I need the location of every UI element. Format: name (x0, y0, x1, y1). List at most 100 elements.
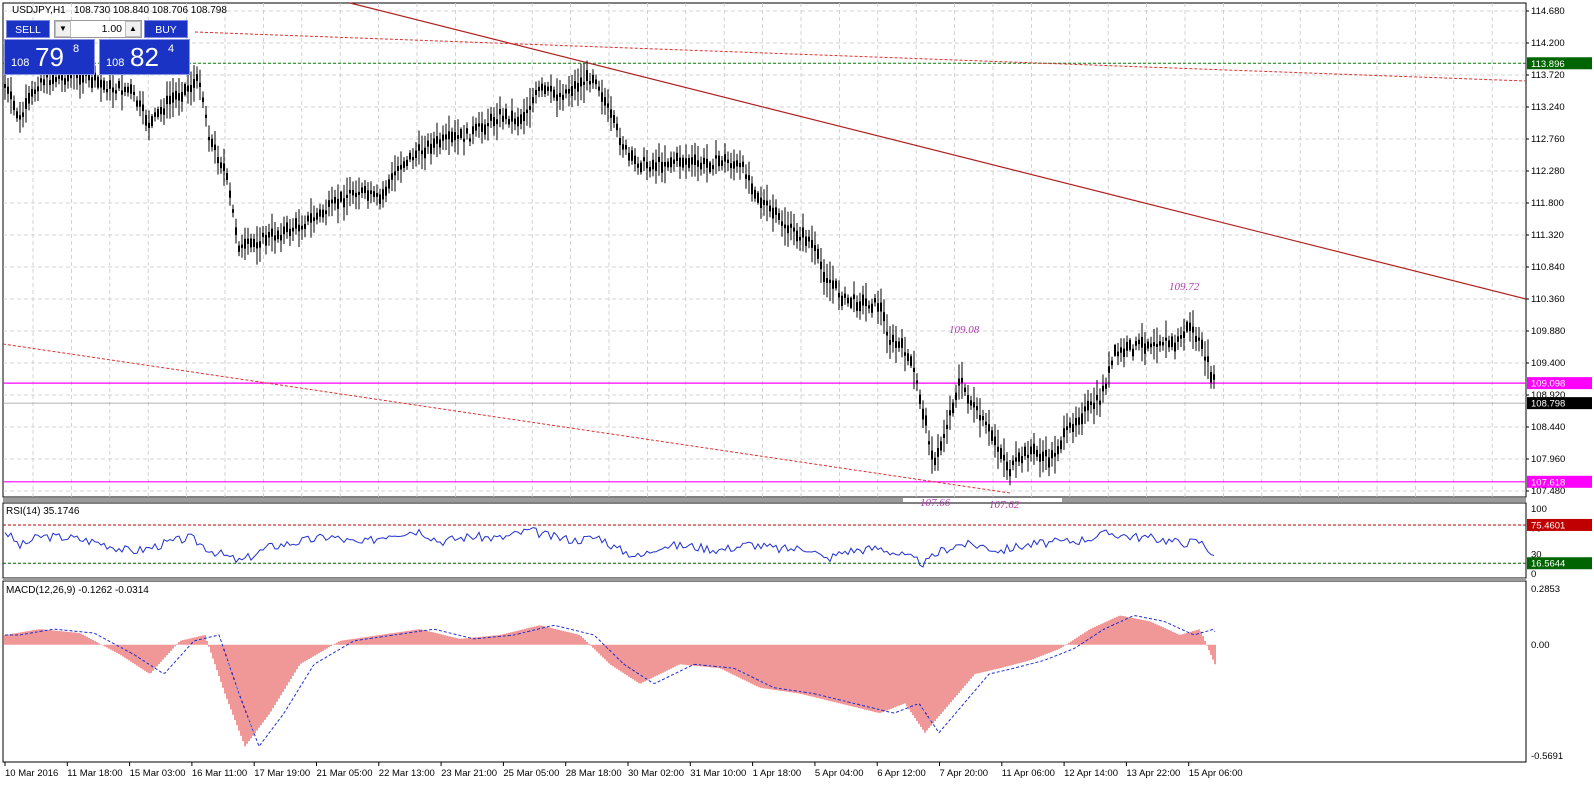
macd-tick-label: 0.2853 (1531, 584, 1560, 595)
price-bar-body (811, 239, 813, 248)
price-bar-body (760, 197, 762, 208)
price-bar-body (391, 173, 393, 180)
price-bar-body (1195, 336, 1197, 342)
price-bar-body (820, 261, 822, 270)
price-bar-body (121, 90, 123, 95)
price-bar-body (598, 86, 600, 91)
price-bar-body (1051, 450, 1053, 459)
price-bar-body (655, 162, 657, 171)
lot-size-stepper[interactable]: ▼ ▲ (54, 20, 142, 38)
sell-price-quote[interactable]: 108 79 8 (4, 39, 95, 75)
price-bar-body (610, 109, 612, 118)
buy-button[interactable]: BUY (144, 20, 188, 38)
price-bar-body (442, 134, 444, 141)
price-bar-body (271, 228, 273, 237)
price-bar-body (571, 86, 573, 97)
buy-price-quote[interactable]: 108 82 4 (99, 39, 190, 75)
price-bar-body (196, 74, 198, 81)
price-bar-body (637, 163, 639, 168)
lot-increase-button[interactable]: ▲ (125, 21, 141, 37)
rsi-tick-label: 100 (1531, 504, 1547, 515)
time-axis-label: 25 Mar 05:00 (503, 768, 559, 779)
price-bar-body (1093, 402, 1095, 410)
price-bar-body (1045, 450, 1047, 457)
price-bar-body (1174, 342, 1176, 352)
price-bar-body (451, 131, 453, 143)
trendline-resistance (349, 2, 1527, 300)
price-bar-body (574, 81, 576, 89)
price-bar-body (70, 73, 72, 79)
price-bar-body (1048, 457, 1050, 468)
price-bar-body (313, 217, 315, 221)
price-bar-body (790, 223, 792, 228)
price-bar-body (865, 298, 867, 307)
price-bar-body (1084, 406, 1086, 412)
price-bar-body (124, 86, 126, 93)
price-tick-label: 107.960 (1531, 454, 1565, 465)
price-bar-body (1120, 347, 1122, 353)
price-bar-body (1126, 341, 1128, 351)
price-bar-body (997, 446, 999, 452)
time-axis-label: 13 Apr 22:00 (1126, 768, 1180, 779)
price-bar-body (973, 402, 975, 408)
price-bar-body (868, 305, 870, 309)
price-bar-body (289, 228, 291, 237)
time-axis-label: 15 Mar 03:00 (130, 768, 186, 779)
price-bar-body (751, 183, 753, 195)
price-bar-body (190, 84, 192, 93)
price-bar-body (385, 186, 387, 196)
price-bar-body (1165, 337, 1167, 341)
price-bar-body (1036, 449, 1038, 457)
price-bar-body (1105, 383, 1107, 389)
sell-button[interactable]: SELL (6, 20, 50, 38)
price-bar-body (457, 135, 459, 139)
price-bar-body (487, 123, 489, 127)
price-bar-body (88, 71, 90, 81)
one-click-trading-panel: SELL ▼ ▲ BUY 108 79 8 108 82 4 (4, 19, 190, 75)
time-axis-label: 28 Mar 18:00 (566, 768, 622, 779)
pane-separator-left (3, 498, 903, 502)
price-bar-body (1207, 356, 1209, 363)
price-bar-body (1018, 452, 1020, 462)
price-bar-body (397, 166, 399, 171)
price-bar-body (640, 162, 642, 173)
buy-price-fraction: 4 (168, 43, 175, 55)
price-bar-body (937, 448, 939, 457)
rsi-plot (3, 524, 1526, 568)
price-bar-body (1201, 339, 1203, 349)
price-bar-body (892, 334, 894, 343)
price-bar-body (1102, 385, 1104, 392)
price-tick-label: 108.920 (1531, 390, 1565, 401)
time-axis-label: 31 Mar 10:00 (690, 768, 746, 779)
price-bar-body (880, 302, 882, 312)
price-bar-body (436, 136, 438, 144)
rsi-level-label: 16.5644 (1531, 559, 1565, 570)
price-bar-body (94, 72, 96, 81)
price-bar-body (25, 98, 27, 109)
rsi-pane-border (2, 502, 1527, 579)
price-bar-body (685, 158, 687, 165)
price-bar-body (808, 236, 810, 242)
price-bar-body (838, 292, 840, 298)
price-bar-body (700, 162, 702, 170)
price-bar-body (295, 218, 297, 229)
price-bar-body (904, 352, 906, 356)
price-tick-label: 109.880 (1531, 326, 1565, 337)
price-tag-box (1527, 397, 1592, 410)
price-bar-body (394, 171, 396, 176)
drawn-objects[interactable] (2, 2, 1527, 494)
price-bar-body (229, 190, 231, 198)
lot-decrease-button[interactable]: ▼ (55, 21, 71, 37)
lot-size-input[interactable] (72, 21, 124, 37)
price-bar-body (130, 84, 132, 94)
price-bar-body (1135, 341, 1137, 346)
pane-separator (3, 578, 1526, 581)
price-bar-body (64, 78, 66, 85)
price-bar-body (532, 97, 534, 104)
price-bar-body (247, 238, 249, 244)
price-bar-body (427, 140, 429, 147)
macd-tick-label: -0.5691 (1531, 751, 1563, 762)
price-bar-body (355, 192, 357, 197)
